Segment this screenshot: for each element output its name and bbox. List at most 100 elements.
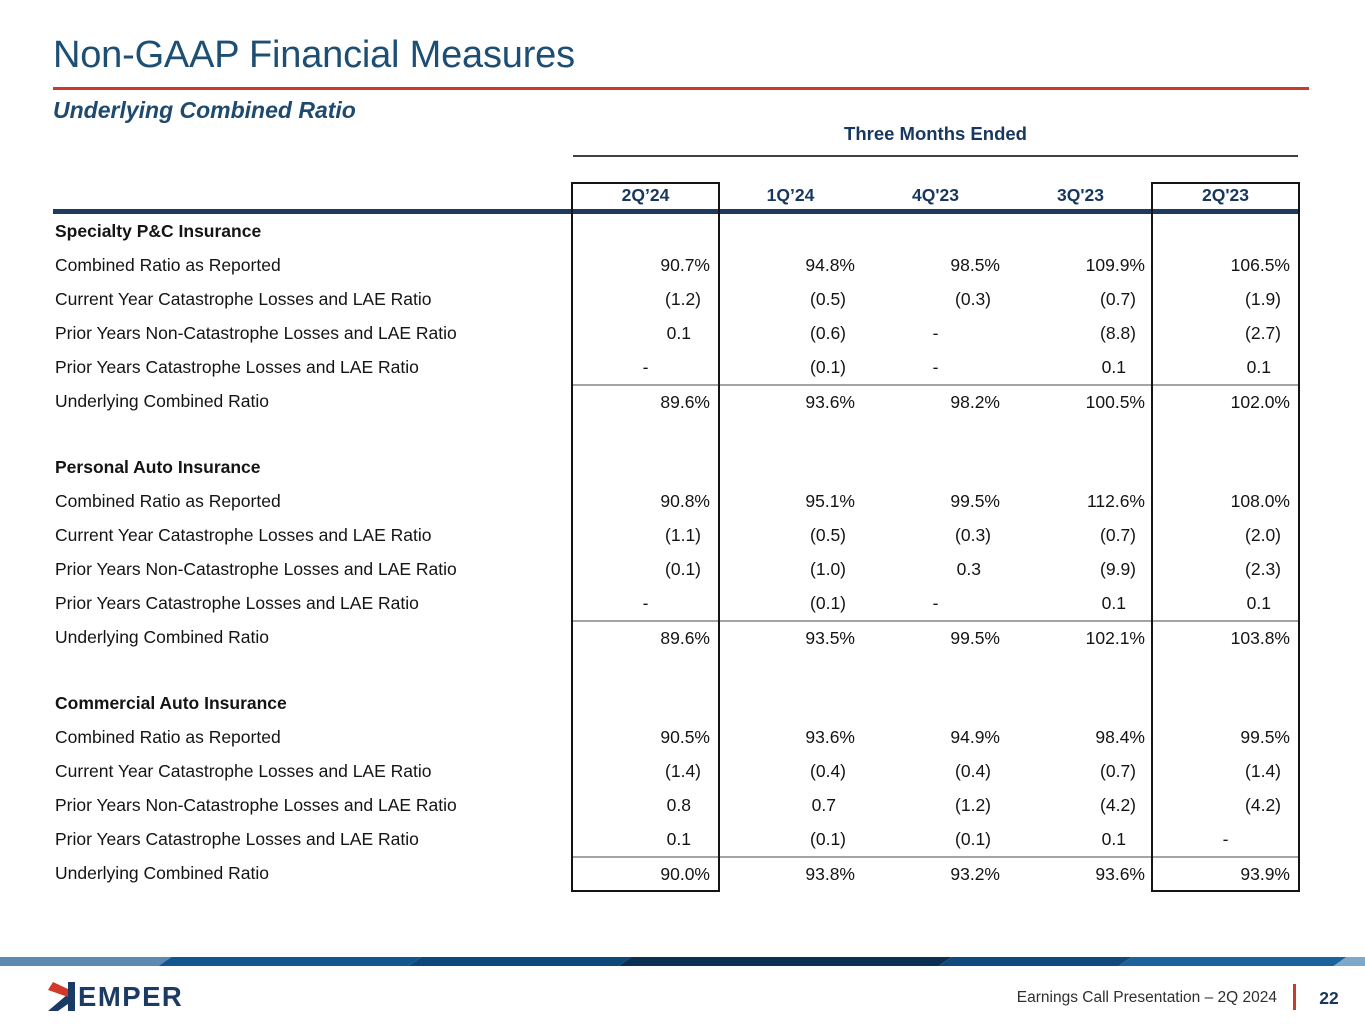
row-values: 0.8 0.7 (1.2) (4.2) (4.2) (573, 788, 1298, 822)
value-cell: 89.6% (660, 627, 710, 648)
row-values: (0.1) (1.0) 0.3 (9.9) (2.3) (573, 552, 1298, 586)
value-cell: 112.6% (1086, 490, 1145, 511)
value-cell: (0.7) (1100, 524, 1136, 545)
underlying-combined-ratio-table: 2Q’24 1Q’24 4Q'23 3Q'23 2Q'23 Specialty … (53, 182, 1300, 892)
value-cell: (0.3) (955, 524, 991, 545)
row-label: Current Year Catastrophe Losses and LAE … (55, 288, 432, 309)
table-header-row: 2Q’24 1Q’24 4Q'23 3Q'23 2Q'23 (53, 182, 1298, 209)
section-header-row: Commercial Auto Insurance (53, 686, 1298, 720)
table-row: Prior Years Non-Catastrophe Losses and L… (53, 788, 1298, 822)
value-cell: (9.9) (1100, 558, 1136, 579)
value-cell: (2.3) (1245, 558, 1281, 579)
value-cell: (0.1) (810, 828, 846, 849)
value-cell: (2.7) (1245, 322, 1281, 343)
value-cell: 0.3 (956, 558, 981, 579)
value-cell: (1.1) (665, 524, 701, 545)
page-subtitle: Underlying Combined Ratio (53, 97, 356, 123)
value-cell: 99.5% (1240, 726, 1290, 747)
value-cell: 100.5% (1085, 391, 1145, 412)
value-cell: - (1222, 828, 1229, 849)
row-values: (1.1) (0.5) (0.3) (0.7) (2.0) (573, 518, 1298, 552)
value-cell: (0.1) (665, 558, 701, 579)
column-header-2q24: 2Q’24 (621, 185, 670, 205)
value-cell: (0.7) (1100, 760, 1136, 781)
value-cell: (1.4) (665, 760, 701, 781)
value-cell: (1.2) (955, 794, 991, 815)
row-label: Underlying Combined Ratio (55, 626, 269, 647)
column-header-4q23: 4Q'23 (912, 185, 959, 205)
table-row: Prior Years Catastrophe Losses and LAE R… (53, 586, 1298, 620)
value-cell: 0.1 (666, 828, 691, 849)
row-values: - (0.1) - 0.1 0.1 (573, 350, 1298, 384)
table-row: Prior Years Non-Catastrophe Losses and L… (53, 316, 1298, 350)
value-cell: 94.9% (950, 726, 1000, 747)
value-cell: 0.1 (666, 322, 691, 343)
value-cell: (1.9) (1245, 288, 1281, 309)
value-cell: 0.1 (1101, 828, 1126, 849)
table-row: Current Year Catastrophe Losses and LAE … (53, 754, 1298, 788)
value-cell: 0.1 (1246, 356, 1271, 377)
row-label: Prior Years Catastrophe Losses and LAE R… (55, 828, 419, 849)
table-row: Underlying Combined Ratio 89.6% 93.6% 98.2%… (53, 384, 1298, 418)
value-cell: 108.0% (1230, 490, 1290, 511)
row-label: Combined Ratio as Reported (55, 254, 281, 275)
column-header-2q23: 2Q'23 (1202, 185, 1249, 205)
value-cell: 94.8% (805, 254, 855, 275)
row-label: Prior Years Non-Catastrophe Losses and L… (55, 794, 457, 815)
table-row: Combined Ratio as Reported 90.5% 93.6% 94.9… (53, 720, 1298, 754)
row-values: 0.1 (0.6) - (8.8) (2.7) (573, 316, 1298, 350)
footer-stripe (0, 957, 1365, 966)
value-cell: (0.3) (955, 288, 991, 309)
row-values: 0.1 (0.1) (0.1) 0.1 - (573, 822, 1298, 856)
value-cell: 0.1 (1246, 592, 1271, 613)
footer-stripe-segments (0, 957, 1365, 966)
value-cell: 90.8% (660, 490, 710, 511)
table-row: Combined Ratio as Reported 90.7% 94.8% 98.5… (53, 248, 1298, 282)
table-row: Prior Years Non-Catastrophe Losses and L… (53, 552, 1298, 586)
value-cell: (1.0) (810, 558, 846, 579)
value-cell: 89.6% (660, 391, 710, 412)
value-cell: 93.6% (1095, 863, 1145, 884)
value-cell: (2.0) (1245, 524, 1281, 545)
value-cell: 98.4% (1095, 726, 1145, 747)
column-header-3q23: 3Q'23 (1057, 185, 1104, 205)
column-header-1q24: 1Q’24 (766, 185, 815, 205)
section-header-row: Specialty P&C Insurance (53, 214, 1298, 248)
spacer-row (53, 418, 1298, 450)
row-values: (1.4) (0.4) (0.4) (0.7) (1.4) (573, 754, 1298, 788)
value-cell: 103.8% (1230, 627, 1290, 648)
value-cell: 0.7 (811, 794, 836, 815)
value-cell: - (642, 356, 649, 377)
stripe-segment (158, 957, 422, 966)
row-label: Current Year Catastrophe Losses and LAE … (55, 760, 432, 781)
value-cell: (4.2) (1100, 794, 1136, 815)
row-values: (1.2) (0.5) (0.3) (0.7) (1.9) (573, 282, 1298, 316)
value-cell: 106.5% (1230, 254, 1290, 275)
value-cell: 98.2% (950, 391, 1000, 412)
value-cell: (0.4) (955, 760, 991, 781)
value-cell: 109.9% (1085, 254, 1145, 275)
section-title: Specialty P&C Insurance (55, 220, 262, 241)
table-row: Current Year Catastrophe Losses and LAE … (53, 518, 1298, 552)
kemper-logo-text: EMPER (78, 981, 184, 1012)
row-values: - (0.1) - 0.1 0.1 (573, 586, 1298, 620)
row-values: 90.5% 93.6% 94.9% 98.4% 99.5% (573, 720, 1298, 754)
value-cell: 0.1 (1101, 356, 1126, 377)
value-cell: (0.5) (810, 524, 846, 545)
value-cell: - (642, 592, 649, 613)
value-cell: 102.0% (1230, 391, 1290, 412)
value-cell: 95.1% (805, 490, 855, 511)
row-label: Combined Ratio as Reported (55, 490, 281, 511)
value-cell: 90.0% (660, 863, 710, 884)
row-label: Prior Years Catastrophe Losses and LAE R… (55, 356, 419, 377)
section-title: Personal Auto Insurance (55, 456, 261, 477)
row-label: Underlying Combined Ratio (55, 862, 269, 883)
section-header-row: Personal Auto Insurance (53, 450, 1298, 484)
row-values: 89.6% 93.6% 98.2% 100.5% 102.0% (573, 384, 1298, 418)
footer-divider (1293, 984, 1296, 1010)
value-cell: 93.6% (805, 726, 855, 747)
value-cell: 0.8 (666, 794, 691, 815)
table-row: Current Year Catastrophe Losses and LAE … (53, 282, 1298, 316)
value-cell: 93.8% (805, 863, 855, 884)
row-label: Current Year Catastrophe Losses and LAE … (55, 524, 432, 545)
